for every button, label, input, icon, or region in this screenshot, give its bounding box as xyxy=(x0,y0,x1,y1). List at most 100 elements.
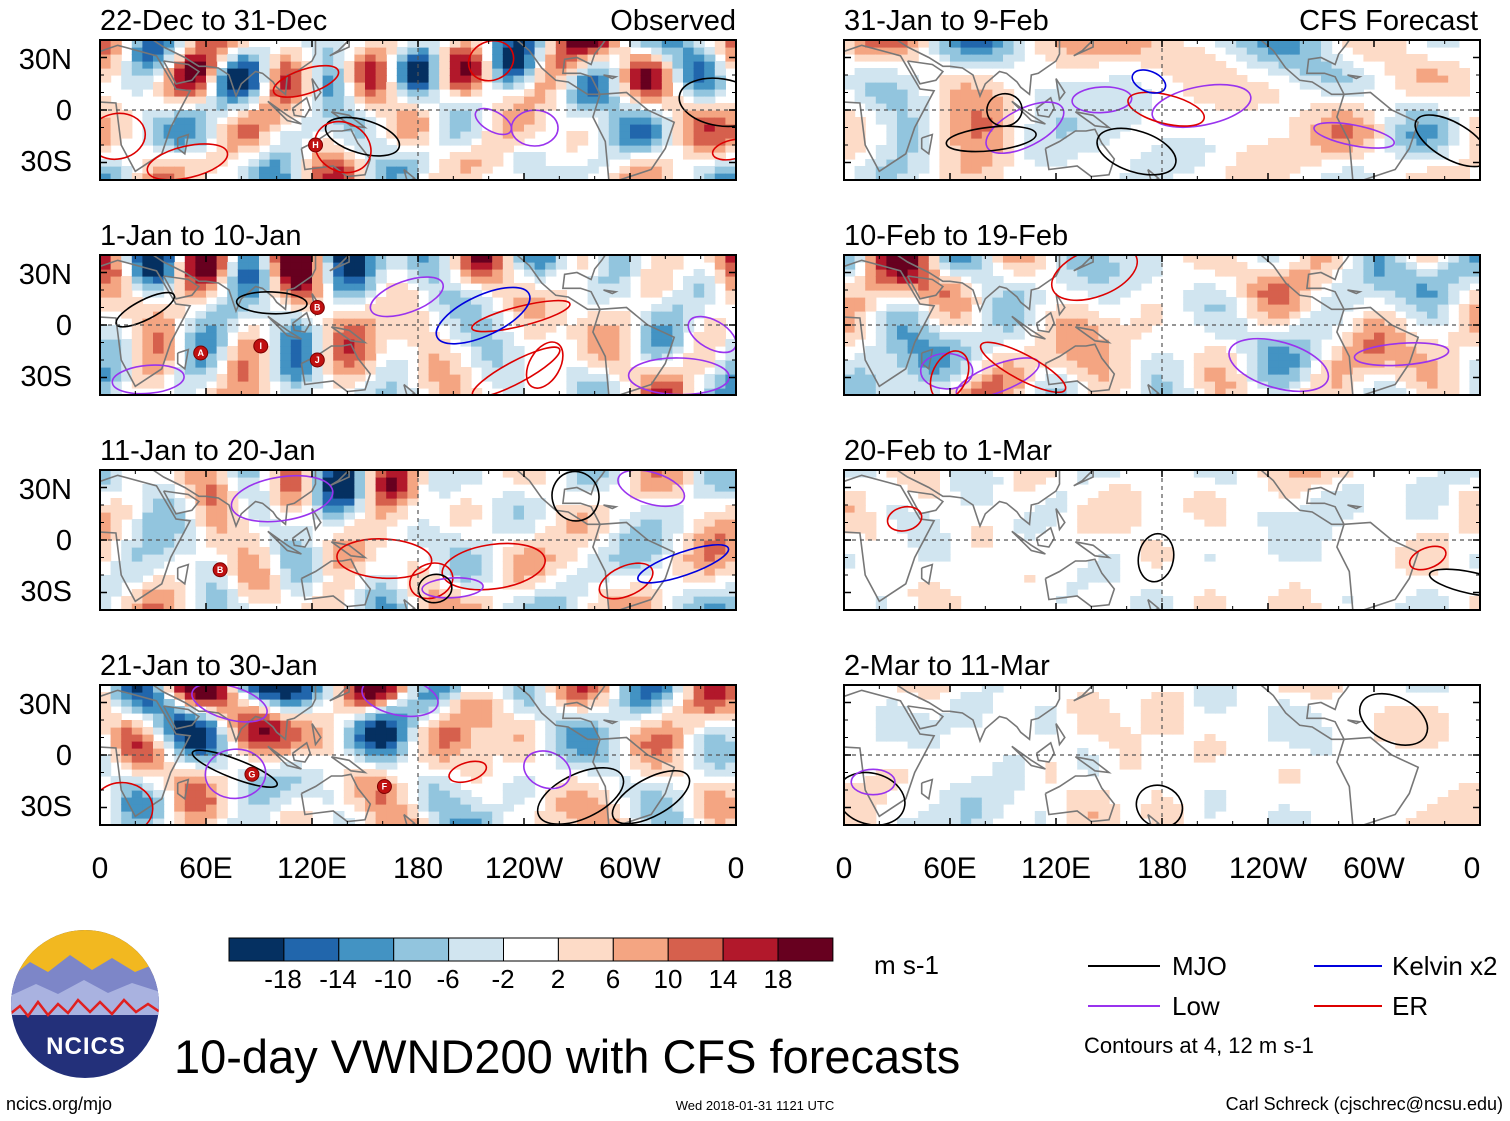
field-cell xyxy=(322,89,334,97)
field-cell xyxy=(428,818,440,825)
field-cell xyxy=(312,769,324,777)
field-cell xyxy=(418,526,430,534)
field-cell xyxy=(301,769,313,777)
field-cell xyxy=(407,262,419,270)
field-cell xyxy=(460,748,472,756)
field-cell xyxy=(587,297,599,305)
field-cell xyxy=(865,255,877,263)
field-cell xyxy=(407,325,419,333)
field-cell xyxy=(216,381,228,389)
field-cell xyxy=(206,720,218,728)
field-cell xyxy=(844,367,856,375)
field-cell xyxy=(100,117,112,125)
field-cell xyxy=(301,561,313,569)
field-cell xyxy=(460,367,472,375)
field-cell xyxy=(195,381,207,389)
field-cell xyxy=(1109,54,1121,62)
field-cell xyxy=(1130,117,1142,125)
coastline xyxy=(267,745,302,770)
field-cell xyxy=(1384,131,1396,139)
field-cell xyxy=(1384,145,1396,153)
field-cell xyxy=(259,505,271,513)
field-cell xyxy=(651,388,663,395)
field-cell xyxy=(598,117,610,125)
field-cell xyxy=(100,145,112,153)
field-cell xyxy=(322,491,334,499)
field-cell xyxy=(640,138,652,146)
field-cell xyxy=(1331,61,1343,69)
field-cell xyxy=(460,797,472,805)
field-cell xyxy=(396,54,408,62)
field-cell xyxy=(939,131,951,139)
field-cell xyxy=(481,339,493,347)
field-cell xyxy=(100,519,112,527)
field-cell xyxy=(354,783,366,791)
field-cell xyxy=(449,713,461,721)
field-cell xyxy=(886,325,898,333)
field-cell xyxy=(502,720,514,728)
field-cell xyxy=(396,804,408,812)
field-cell xyxy=(301,470,313,478)
field-cell xyxy=(545,589,557,597)
field-cell xyxy=(153,145,165,153)
field-cell xyxy=(1098,54,1110,62)
field-cell xyxy=(184,484,196,492)
field-cell xyxy=(280,554,292,562)
field-cell xyxy=(907,152,919,160)
field-cell xyxy=(725,783,736,791)
field-cell xyxy=(981,152,993,160)
field-cell xyxy=(407,304,419,312)
field-cell xyxy=(928,360,940,368)
field-cell xyxy=(865,283,877,291)
field-cell xyxy=(502,61,514,69)
field-cell xyxy=(683,547,695,555)
field-cell xyxy=(195,498,207,506)
field-cell xyxy=(886,68,898,76)
field-cell xyxy=(312,470,324,478)
field-cell xyxy=(918,124,930,132)
field-cell xyxy=(121,117,133,125)
field-cell xyxy=(365,783,377,791)
field-cell xyxy=(439,304,451,312)
field-cell xyxy=(918,290,930,298)
field-cell xyxy=(854,325,866,333)
field-cell xyxy=(471,68,483,76)
field-cell xyxy=(587,283,599,291)
field-cell xyxy=(524,734,536,742)
field-cell xyxy=(587,388,599,395)
field-cell xyxy=(693,561,705,569)
field-cell xyxy=(534,318,546,326)
field-cell xyxy=(1299,61,1311,69)
field-cell xyxy=(195,512,207,520)
field-cell xyxy=(886,110,898,118)
field-cell xyxy=(428,346,440,354)
field-cell xyxy=(661,346,673,354)
field-cell xyxy=(886,96,898,104)
field-cell xyxy=(131,762,143,770)
field-cell xyxy=(428,353,440,361)
wave-contour xyxy=(100,781,154,825)
field-cell xyxy=(714,755,726,763)
field-cell xyxy=(693,699,705,707)
field-cell xyxy=(333,484,345,492)
field-cell xyxy=(1331,82,1343,90)
field-cell xyxy=(534,311,546,319)
field-cell xyxy=(312,159,324,167)
field-cell xyxy=(237,276,249,284)
field-cell xyxy=(939,360,951,368)
field-cell xyxy=(492,381,504,389)
field-cell xyxy=(110,734,122,742)
field-cell xyxy=(100,388,112,395)
field-cell xyxy=(131,589,143,597)
field-cell xyxy=(407,54,419,62)
field-cell xyxy=(386,477,398,485)
field-cell xyxy=(651,54,663,62)
field-cell xyxy=(449,484,461,492)
field-cell xyxy=(566,748,578,756)
field-cell xyxy=(661,755,673,763)
colorbar xyxy=(228,937,834,962)
field-cell xyxy=(248,173,260,180)
field-cell xyxy=(630,117,642,125)
field-cell xyxy=(184,755,196,763)
field-cell xyxy=(343,117,355,125)
